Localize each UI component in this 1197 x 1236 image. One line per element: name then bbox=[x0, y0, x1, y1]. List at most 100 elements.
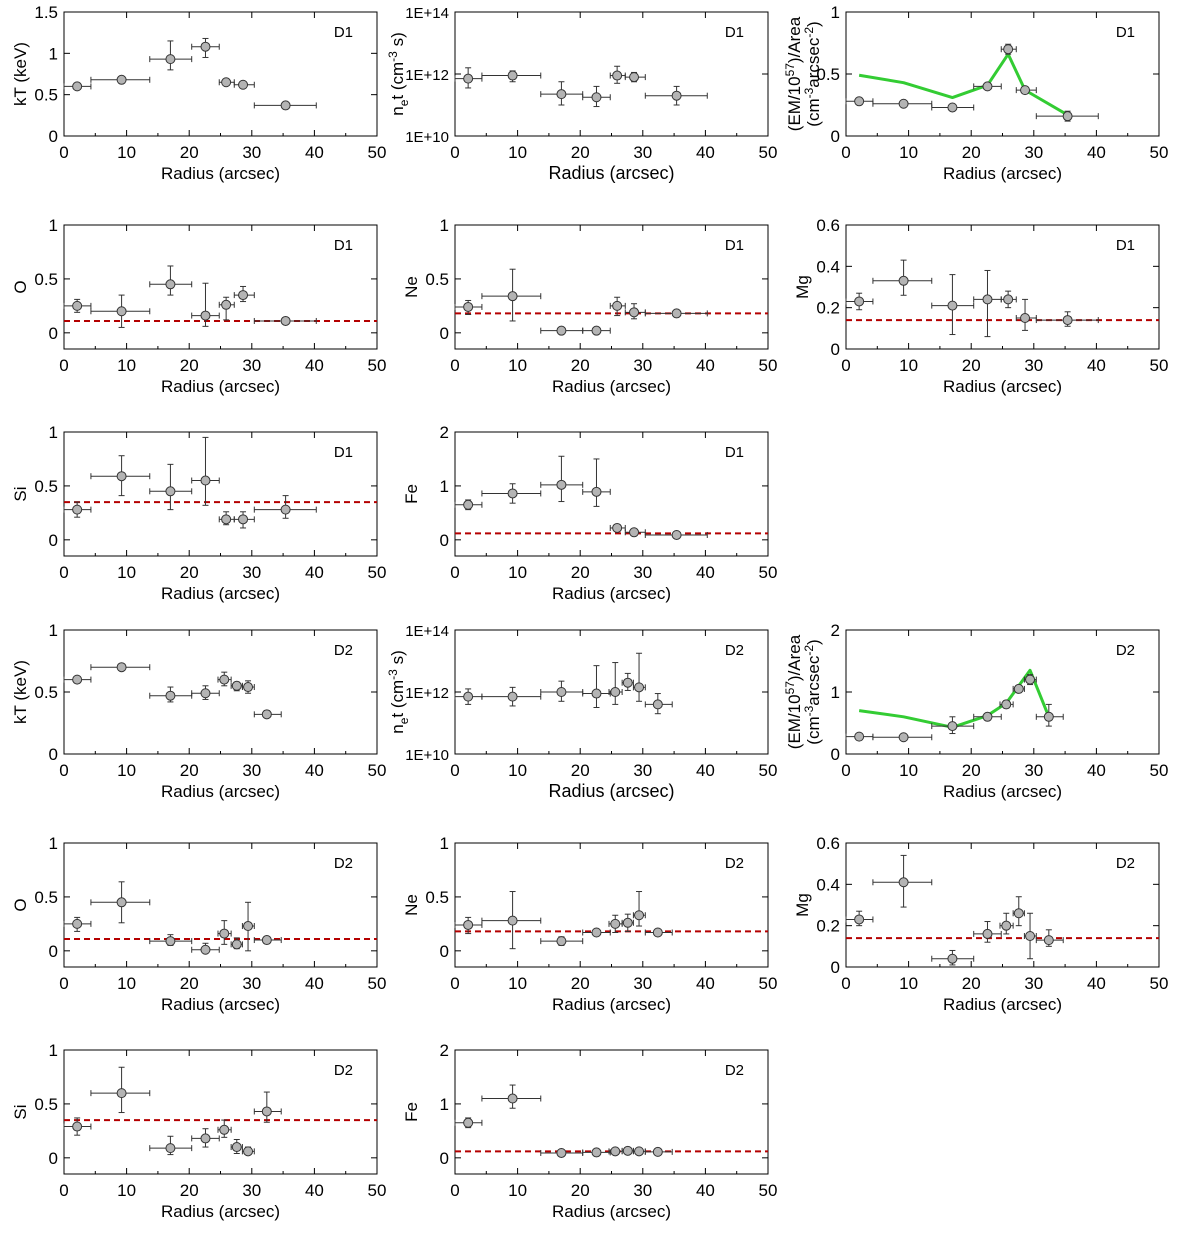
point-marker bbox=[1020, 85, 1031, 96]
data-point bbox=[63, 674, 92, 685]
x-tick-label: 20 bbox=[962, 356, 981, 375]
x-tick-label: 10 bbox=[899, 143, 918, 162]
point-marker bbox=[1003, 294, 1014, 305]
x-tick-label: 40 bbox=[305, 1181, 324, 1200]
x-tick-label: 10 bbox=[117, 761, 136, 780]
data-point bbox=[63, 1117, 92, 1136]
x-tick-label: 10 bbox=[508, 356, 527, 375]
point-marker bbox=[652, 1146, 663, 1157]
x-tick-label: 40 bbox=[696, 356, 715, 375]
x-tick-label: 40 bbox=[1087, 143, 1106, 162]
point-marker bbox=[982, 294, 993, 305]
x-tick-label: 10 bbox=[117, 563, 136, 582]
x-axis-label: Radius (arcsec) bbox=[943, 782, 1062, 801]
data-point bbox=[149, 40, 193, 71]
x-tick-label: 40 bbox=[696, 143, 715, 162]
x-tick-label: 20 bbox=[571, 974, 590, 993]
x-tick-label: 30 bbox=[242, 1181, 261, 1200]
point-marker bbox=[463, 73, 474, 84]
data-point bbox=[454, 299, 483, 315]
data-point bbox=[624, 71, 646, 83]
panel-d1-ne: 0 10 20 30 40 50 0 0.5 1 Radius (arcsec) Ne D1 bbox=[402, 216, 777, 396]
point-marker bbox=[507, 691, 518, 702]
point-marker bbox=[854, 914, 865, 925]
data-point bbox=[931, 949, 975, 966]
data-point bbox=[149, 686, 193, 703]
data-point bbox=[931, 274, 975, 336]
point-marker bbox=[671, 529, 682, 540]
x-tick-label: 50 bbox=[1150, 143, 1169, 162]
point-marker bbox=[200, 310, 211, 321]
data-point bbox=[63, 81, 92, 92]
y-axis-label: Si bbox=[11, 1104, 30, 1119]
data-point bbox=[218, 296, 235, 321]
point-marker bbox=[165, 279, 176, 290]
region-label: D2 bbox=[334, 1062, 353, 1079]
y-tick-label: 0 bbox=[831, 958, 840, 977]
x-tick-label: 40 bbox=[305, 356, 324, 375]
point-marker bbox=[947, 953, 958, 964]
x-axis-label: Radius (arcsec) bbox=[161, 377, 280, 396]
x-tick-label: 50 bbox=[759, 563, 778, 582]
data-point bbox=[217, 920, 232, 945]
y-tick-label: 0.5 bbox=[425, 270, 449, 289]
point-marker bbox=[556, 325, 567, 336]
point-marker bbox=[591, 486, 602, 497]
y-tick-label: 0.6 bbox=[816, 216, 840, 235]
point-marker bbox=[671, 308, 682, 319]
plot-frame bbox=[454, 224, 769, 350]
x-tick-label: 20 bbox=[180, 143, 199, 162]
region-label: D2 bbox=[725, 642, 744, 659]
point-marker bbox=[200, 688, 211, 699]
x-tick-label: 40 bbox=[1087, 356, 1106, 375]
y-tick-label: 0.4 bbox=[816, 875, 840, 894]
data-point bbox=[872, 259, 933, 296]
region-label: D2 bbox=[1116, 642, 1135, 659]
data-point bbox=[931, 102, 975, 113]
point-marker bbox=[231, 939, 242, 950]
point-marker bbox=[72, 81, 83, 92]
data-point bbox=[845, 731, 874, 742]
x-tick-label: 30 bbox=[242, 143, 261, 162]
y-tick-label: 1E+10 bbox=[405, 129, 449, 146]
panel-d1-kt: 0 10 20 30 40 50 0 0.5 1 1.5 Radius (arcsec) kT (ke… bbox=[11, 3, 386, 183]
data-point bbox=[149, 463, 193, 511]
model-line bbox=[858, 668, 1051, 729]
point-marker bbox=[463, 691, 474, 702]
x-tick-label: 50 bbox=[368, 563, 387, 582]
data-point bbox=[608, 1146, 623, 1157]
x-tick-label: 30 bbox=[1024, 761, 1043, 780]
data-point bbox=[481, 686, 542, 707]
data-point bbox=[90, 662, 151, 673]
data-point bbox=[632, 1146, 646, 1157]
data-point bbox=[540, 325, 584, 336]
y-axis-label: Mg bbox=[793, 893, 812, 917]
x-tick-label: 50 bbox=[368, 1181, 387, 1200]
point-marker bbox=[243, 1146, 254, 1157]
data-point bbox=[632, 891, 646, 927]
point-marker bbox=[556, 479, 567, 490]
point-marker bbox=[165, 936, 176, 947]
plot-frame bbox=[63, 842, 378, 968]
data-point bbox=[191, 1128, 220, 1148]
point-marker bbox=[116, 471, 127, 482]
y-axis-label: net (cm-3 s) bbox=[386, 650, 411, 734]
data-point bbox=[931, 716, 975, 735]
x-axis-label: Radius (arcsec) bbox=[161, 164, 280, 183]
point-marker bbox=[591, 92, 602, 103]
data-point bbox=[582, 927, 611, 938]
plot-frame bbox=[63, 1049, 378, 1175]
y-tick-label: 0.5 bbox=[425, 888, 449, 907]
data-point bbox=[999, 912, 1014, 935]
y-tick-label: 0 bbox=[49, 745, 58, 764]
plot-frame bbox=[454, 11, 769, 137]
y-tick-label: 0 bbox=[49, 531, 58, 550]
x-tick-label: 40 bbox=[696, 761, 715, 780]
plot-frame bbox=[845, 629, 1160, 755]
x-tick-label: 10 bbox=[117, 356, 136, 375]
point-marker bbox=[1043, 711, 1054, 722]
data-point bbox=[481, 70, 542, 83]
panel-d1-si: 0 10 20 30 40 50 0 0.5 1 Radius (arcsec) Si D1 bbox=[11, 423, 386, 603]
data-point bbox=[608, 914, 623, 933]
y-tick-label: 1 bbox=[49, 423, 58, 442]
